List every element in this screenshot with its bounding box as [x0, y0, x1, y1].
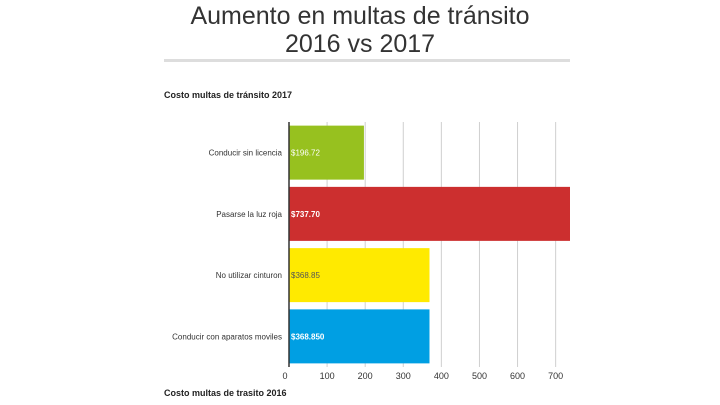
- x-tick-label: 200: [358, 371, 373, 381]
- bar-data-label: $368.85: [291, 271, 320, 280]
- chart-footer-title: Costo multas de trasito 2016: [164, 388, 287, 398]
- x-tick-label: 100: [320, 371, 335, 381]
- x-tick-label: 400: [434, 371, 449, 381]
- bar-data-label: $196.72: [291, 149, 320, 158]
- bar: [289, 248, 430, 303]
- x-tick-label: 500: [472, 371, 487, 381]
- bar-data-label: $368.850: [291, 332, 325, 341]
- bar: [289, 309, 430, 364]
- bar-data-label: $737.70: [291, 210, 320, 219]
- x-tick-label: 600: [510, 371, 525, 381]
- x-tick-label: 300: [396, 371, 411, 381]
- category-label: Conducir con aparatos moviles: [172, 332, 282, 341]
- chart-title: Costo multas de tránsito 2017: [164, 90, 293, 100]
- title-divider: [164, 59, 570, 62]
- category-label: Pasarse la luz roja: [216, 210, 282, 219]
- page-title: Aumento en multas de tránsito 2016 vs 20…: [190, 2, 530, 58]
- category-label: No utilizar cinturon: [216, 271, 282, 280]
- x-tick-label: 0: [282, 371, 287, 381]
- x-tick-label: 700: [548, 371, 563, 381]
- bar: [289, 186, 570, 241]
- category-label: Conducir sin licencia: [209, 149, 283, 158]
- bar: [289, 125, 364, 180]
